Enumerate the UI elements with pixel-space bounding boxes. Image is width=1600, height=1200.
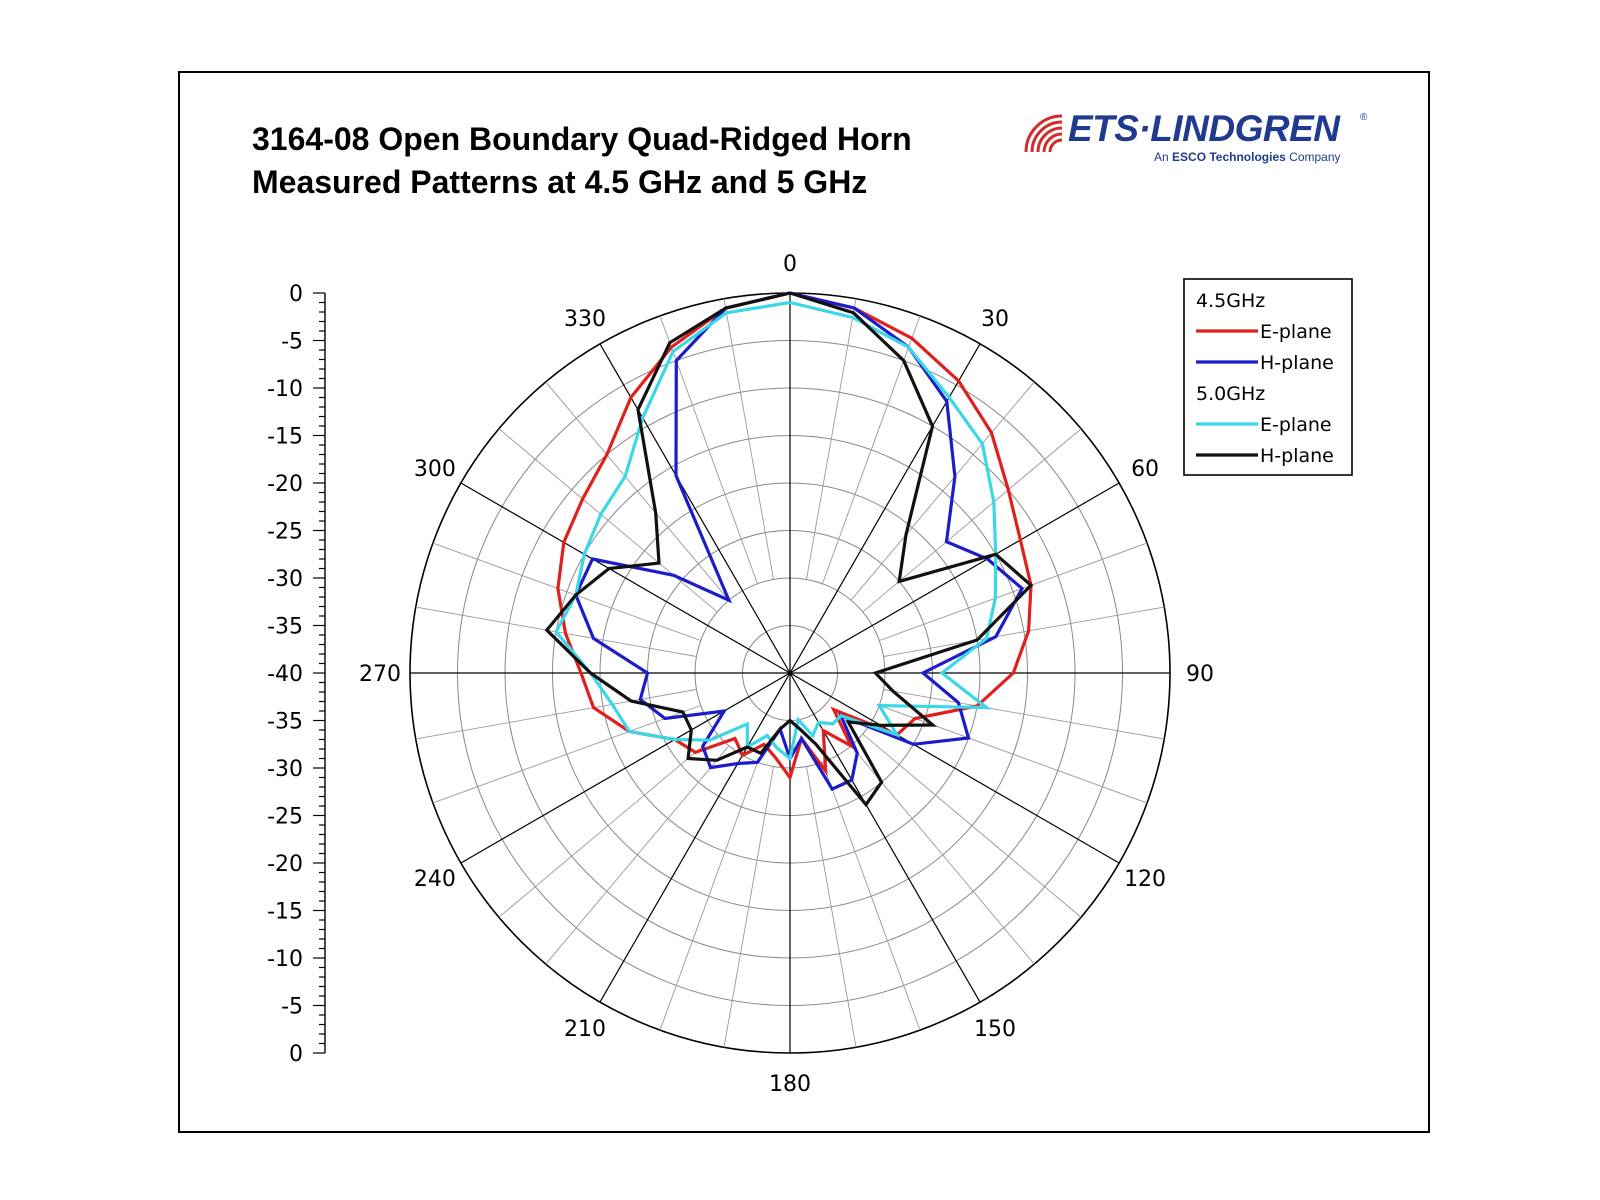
angle-tick-label: 30 bbox=[981, 307, 1009, 332]
tagline-prefix: An bbox=[1154, 150, 1173, 164]
series-layer bbox=[544, 291, 1034, 808]
radial-tick-label: -15 bbox=[267, 425, 303, 450]
chart-frame bbox=[178, 71, 1430, 1133]
radial-tick-label: -10 bbox=[267, 377, 303, 402]
logo-brand-text: ETS·LINDGREN bbox=[1068, 108, 1340, 149]
tagline-bold: ESCO Technologies bbox=[1172, 150, 1286, 164]
grid-spoke-minor bbox=[850, 381, 1035, 601]
legend-group-label: 4.5GHz bbox=[1196, 290, 1265, 312]
angle-tick-label: 270 bbox=[359, 662, 401, 687]
legend-group-label: 5.0GHz bbox=[1196, 383, 1265, 405]
logo-tagline: An ESCO Technologies Company bbox=[1154, 150, 1341, 164]
radial-tick-label: -40 bbox=[267, 662, 303, 687]
grid-spoke-minor bbox=[498, 428, 718, 613]
grid-spoke-minor bbox=[545, 381, 730, 601]
angle-tick-label: 120 bbox=[1124, 867, 1166, 892]
radial-tick-label: 0 bbox=[289, 282, 303, 307]
series-line bbox=[574, 291, 1025, 792]
grid-spoke-minor bbox=[806, 766, 857, 1048]
angle-labels: 0 30 60 90 120 150 180 210 240 270 300 330 bbox=[359, 252, 1214, 1097]
angle-tick-label: 90 bbox=[1186, 662, 1214, 687]
grid-spoke-major bbox=[789, 482, 1120, 674]
radial-tick-label: -5 bbox=[281, 330, 303, 355]
grid-spoke-minor bbox=[879, 705, 1148, 804]
ets-lindgren-logo: ETS·LINDGREN ® An ESCO Technologies Comp… bbox=[1022, 108, 1368, 170]
grid-spoke-major bbox=[789, 672, 981, 1003]
grid-spoke-minor bbox=[432, 705, 701, 804]
radial-tick-label: -35 bbox=[267, 615, 303, 640]
title-line-2: Measured Patterns at 4.5 GHz and 5 GHz bbox=[252, 164, 868, 200]
legend-item-label: H-plane bbox=[1260, 445, 1334, 467]
radial-tick-label: -35 bbox=[267, 710, 303, 735]
grid-spoke-minor bbox=[659, 762, 758, 1031]
legend-item-label: E-plane bbox=[1260, 414, 1332, 436]
grid-spoke-major bbox=[460, 672, 791, 864]
angle-tick-label: 330 bbox=[564, 307, 606, 332]
angle-tick-label: 300 bbox=[414, 457, 456, 482]
angle-tick-label: 0 bbox=[783, 252, 797, 277]
radial-tick-label: -30 bbox=[267, 567, 303, 592]
grid-spoke-minor bbox=[723, 298, 774, 580]
legend: 4.5GHz E-plane H-plane 5.0GHz E-plane H-plane bbox=[1183, 278, 1353, 476]
chart-title: 3164-08 Open Boundary Quad-Ridged Horn M… bbox=[252, 118, 912, 204]
radial-axis: 0 -5 -10 -15 -20 -25 -30 -35 -40 -35 -30 -25 -20 -15 -… bbox=[267, 282, 326, 1067]
tagline-suffix: Company bbox=[1285, 150, 1341, 164]
series-line bbox=[554, 300, 998, 762]
radial-tick-label: -25 bbox=[267, 520, 303, 545]
grid-spoke-minor bbox=[415, 689, 697, 740]
legend-box bbox=[1183, 278, 1353, 476]
series-line bbox=[544, 291, 1034, 808]
angle-tick-label: 180 bbox=[769, 1072, 811, 1097]
grid-spoke-minor bbox=[723, 766, 774, 1048]
polar-grid bbox=[409, 292, 1171, 1054]
grid-spoke-minor bbox=[822, 762, 921, 1031]
grid-spoke-minor bbox=[806, 298, 857, 580]
radial-tick-label: -20 bbox=[267, 852, 303, 877]
angle-tick-label: 150 bbox=[974, 1017, 1016, 1042]
grid-spoke-major bbox=[460, 482, 791, 674]
series-line bbox=[556, 291, 1033, 782]
grid-spoke-major bbox=[599, 343, 791, 674]
radial-tick-label: -15 bbox=[267, 900, 303, 925]
grid-spoke-minor bbox=[498, 733, 718, 918]
radial-tick-label: -20 bbox=[267, 472, 303, 497]
grid-spoke-minor bbox=[862, 733, 1082, 918]
grid-spoke-minor bbox=[883, 689, 1165, 740]
angle-tick-label: 210 bbox=[564, 1017, 606, 1042]
grid-spoke-major bbox=[599, 672, 791, 1003]
signal-waves-icon bbox=[1024, 114, 1063, 153]
radial-tick-label: -25 bbox=[267, 805, 303, 830]
radial-tick-label: -5 bbox=[281, 995, 303, 1020]
angle-tick-label: 60 bbox=[1131, 457, 1159, 482]
angle-tick-label: 240 bbox=[414, 867, 456, 892]
legend-item-label: H-plane bbox=[1260, 352, 1334, 374]
radial-tick-label: -30 bbox=[267, 757, 303, 782]
legend-item-label: E-plane bbox=[1260, 321, 1332, 343]
grid-spoke-minor bbox=[432, 542, 701, 641]
registered-mark: ® bbox=[1360, 112, 1368, 123]
title-line-1: 3164-08 Open Boundary Quad-Ridged Horn bbox=[252, 121, 912, 157]
grid-spoke-major bbox=[789, 672, 1120, 864]
grid-spoke-minor bbox=[545, 745, 730, 965]
grid-spoke-minor bbox=[883, 606, 1165, 657]
radial-tick-label: 0 bbox=[289, 1042, 303, 1067]
grid-spoke-minor bbox=[879, 542, 1148, 641]
radial-tick-label: -10 bbox=[267, 947, 303, 972]
